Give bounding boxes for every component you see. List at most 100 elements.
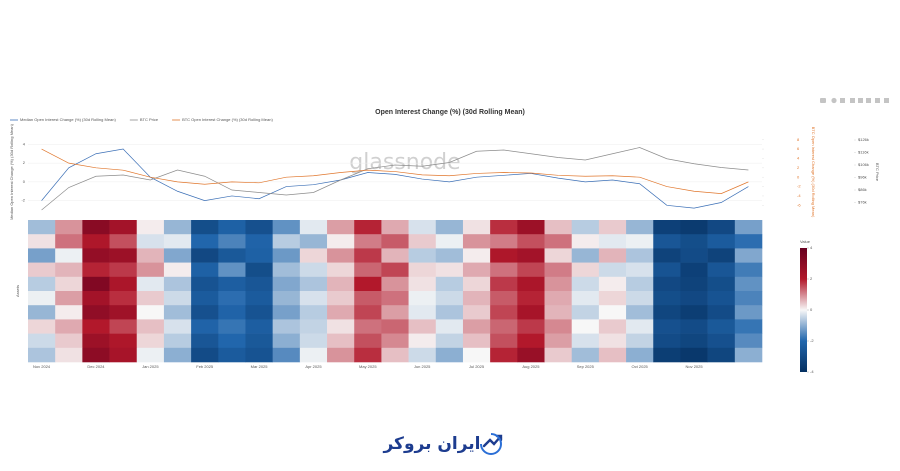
heat-cell bbox=[734, 234, 763, 249]
y3-tick-label: $76k bbox=[858, 200, 867, 205]
heat-cell bbox=[109, 291, 138, 306]
reset-icon[interactable] bbox=[875, 98, 880, 103]
heat-cell bbox=[109, 234, 138, 249]
heat-cell bbox=[598, 234, 627, 249]
heat-cell bbox=[408, 234, 437, 249]
y3-tick-label: $96k bbox=[858, 175, 867, 180]
x-tick-label: Oct 2025 bbox=[632, 364, 649, 369]
heat-cell bbox=[218, 248, 246, 263]
heat-cell bbox=[55, 276, 83, 292]
colorbar bbox=[800, 248, 807, 372]
y-tick-label: 2 bbox=[23, 160, 26, 165]
y2-tick-label: 8 bbox=[797, 137, 800, 142]
camera-icon[interactable] bbox=[820, 98, 826, 103]
heat-cell bbox=[163, 319, 192, 334]
heat-cell bbox=[191, 234, 219, 249]
heat-cell bbox=[82, 319, 110, 334]
heat-cell bbox=[680, 333, 708, 349]
heat-cell bbox=[544, 305, 573, 320]
heat-cell bbox=[163, 347, 192, 363]
y2-tick-label: 0 bbox=[797, 174, 800, 179]
heat-cell bbox=[626, 220, 654, 235]
heat-cell bbox=[653, 291, 681, 306]
heat-cell bbox=[82, 220, 110, 235]
heat-cell bbox=[191, 305, 219, 320]
heat-cell bbox=[490, 291, 518, 306]
heat-cell bbox=[327, 305, 355, 320]
x-tick-label: Sep 2025 bbox=[577, 364, 595, 369]
toolbar bbox=[820, 97, 889, 104]
footer-brand: ایران بروکر bbox=[382, 434, 480, 454]
heat-cell bbox=[55, 248, 83, 263]
heat-cell bbox=[626, 276, 654, 292]
heat-cell bbox=[462, 248, 491, 263]
heat-cell bbox=[626, 248, 654, 263]
heat-cell bbox=[245, 305, 273, 320]
y2-tick-label: -2 bbox=[797, 184, 801, 189]
heat-cell bbox=[109, 220, 138, 235]
heat-cell bbox=[435, 333, 464, 349]
heat-cell bbox=[218, 262, 246, 278]
heat-cell bbox=[598, 319, 627, 334]
heat-cell bbox=[109, 276, 138, 292]
heat-cell bbox=[218, 347, 246, 363]
heat-cell bbox=[490, 319, 518, 334]
heat-cell bbox=[571, 248, 600, 263]
y2-tick-label: 4 bbox=[797, 156, 800, 161]
heat-cell bbox=[517, 276, 545, 292]
heat-cell bbox=[707, 276, 736, 292]
heat-cell bbox=[354, 220, 382, 235]
heat-cell bbox=[272, 291, 301, 306]
heat-cell bbox=[299, 291, 328, 306]
heat-cell bbox=[680, 248, 708, 263]
zoom-icon[interactable] bbox=[831, 97, 837, 104]
heat-cell bbox=[327, 220, 355, 235]
heat-cell bbox=[571, 234, 600, 249]
heat-cell bbox=[462, 291, 491, 306]
heat-cell bbox=[272, 234, 301, 249]
heat-cell bbox=[55, 319, 83, 334]
heat-cell bbox=[109, 248, 138, 263]
heat-cell bbox=[462, 305, 491, 320]
heat-cell bbox=[435, 220, 464, 235]
heat-cell bbox=[707, 262, 736, 278]
zoom-in-icon[interactable] bbox=[850, 98, 855, 103]
heat-cell bbox=[680, 220, 708, 235]
heat-cell bbox=[653, 248, 681, 263]
heat-cell bbox=[28, 220, 56, 235]
logo-icon[interactable] bbox=[884, 98, 889, 103]
x-tick-label: May 2025 bbox=[359, 364, 377, 369]
heat-cell bbox=[544, 262, 573, 278]
heat-cell bbox=[354, 291, 382, 306]
heat-cell bbox=[734, 276, 763, 292]
y3-tick-label: $106k bbox=[858, 162, 869, 167]
autoscale-icon[interactable] bbox=[866, 98, 871, 103]
heat-cell bbox=[707, 333, 736, 349]
colorbar-tick-label: 0 bbox=[810, 307, 813, 312]
heat-cell bbox=[55, 220, 83, 235]
heat-cell bbox=[734, 333, 763, 349]
heat-cell bbox=[272, 262, 301, 278]
pan-icon[interactable] bbox=[840, 98, 845, 103]
heat-cell bbox=[571, 276, 600, 292]
heat-cell bbox=[245, 262, 273, 278]
heat-cell bbox=[598, 291, 627, 306]
y-axis-title: Median Open Interest Change (%) (30d Rol… bbox=[9, 123, 14, 219]
heat-cell bbox=[299, 333, 328, 349]
heat-cell bbox=[218, 220, 246, 235]
heat-cell bbox=[163, 234, 192, 249]
heat-cell bbox=[571, 305, 600, 320]
heat-cell bbox=[598, 248, 627, 263]
heat-cell bbox=[245, 347, 273, 363]
heat-cell bbox=[272, 220, 301, 235]
heat-cell bbox=[653, 220, 681, 235]
heat-cell bbox=[490, 262, 518, 278]
heat-cell bbox=[408, 305, 437, 320]
heat-cell bbox=[55, 291, 83, 306]
heat-cell bbox=[734, 248, 763, 263]
zoom-out-icon[interactable] bbox=[858, 98, 863, 103]
heat-cell bbox=[191, 276, 219, 292]
heat-cell bbox=[136, 248, 165, 263]
heat-cell bbox=[490, 276, 518, 292]
